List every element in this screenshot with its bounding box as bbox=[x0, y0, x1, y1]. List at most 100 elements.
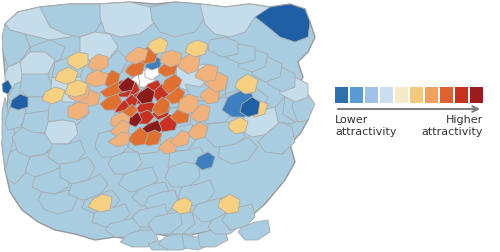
Polygon shape bbox=[148, 212, 182, 234]
Polygon shape bbox=[170, 131, 190, 147]
Polygon shape bbox=[50, 78, 88, 105]
Polygon shape bbox=[102, 71, 120, 88]
Polygon shape bbox=[200, 5, 270, 38]
Polygon shape bbox=[5, 63, 28, 93]
Bar bbox=[410, 88, 423, 104]
Polygon shape bbox=[148, 237, 178, 250]
Polygon shape bbox=[178, 94, 198, 115]
Polygon shape bbox=[208, 38, 238, 58]
Polygon shape bbox=[2, 25, 30, 68]
Polygon shape bbox=[175, 63, 215, 93]
Bar bbox=[365, 88, 378, 104]
Polygon shape bbox=[152, 103, 170, 120]
Polygon shape bbox=[178, 55, 200, 75]
Polygon shape bbox=[168, 147, 208, 174]
Polygon shape bbox=[238, 220, 270, 240]
Polygon shape bbox=[218, 137, 258, 164]
Polygon shape bbox=[252, 58, 282, 83]
Polygon shape bbox=[42, 88, 65, 105]
Polygon shape bbox=[185, 41, 208, 58]
Polygon shape bbox=[115, 101, 130, 115]
Polygon shape bbox=[125, 61, 145, 78]
Polygon shape bbox=[132, 182, 170, 206]
Polygon shape bbox=[158, 61, 178, 78]
Polygon shape bbox=[135, 101, 155, 115]
Polygon shape bbox=[108, 133, 130, 147]
Polygon shape bbox=[128, 128, 148, 146]
Text: Lower
attractivity: Lower attractivity bbox=[335, 115, 396, 136]
Polygon shape bbox=[283, 93, 308, 122]
Polygon shape bbox=[145, 197, 182, 222]
Polygon shape bbox=[25, 94, 60, 120]
Polygon shape bbox=[55, 68, 78, 85]
Polygon shape bbox=[150, 3, 205, 38]
Polygon shape bbox=[205, 73, 228, 93]
Polygon shape bbox=[68, 53, 88, 71]
Polygon shape bbox=[142, 81, 162, 98]
Polygon shape bbox=[125, 48, 148, 65]
Polygon shape bbox=[182, 234, 212, 250]
Polygon shape bbox=[115, 108, 155, 135]
Polygon shape bbox=[110, 120, 130, 137]
Polygon shape bbox=[152, 98, 170, 116]
Polygon shape bbox=[65, 81, 88, 98]
Polygon shape bbox=[178, 180, 215, 206]
Polygon shape bbox=[235, 75, 258, 94]
Polygon shape bbox=[198, 230, 228, 247]
Polygon shape bbox=[240, 98, 260, 117]
Polygon shape bbox=[165, 162, 200, 187]
Polygon shape bbox=[112, 81, 128, 94]
Polygon shape bbox=[160, 108, 192, 131]
Polygon shape bbox=[195, 65, 218, 83]
Polygon shape bbox=[68, 103, 88, 120]
Polygon shape bbox=[5, 147, 30, 184]
Polygon shape bbox=[95, 131, 128, 158]
Polygon shape bbox=[188, 122, 208, 140]
Polygon shape bbox=[20, 75, 52, 98]
Polygon shape bbox=[208, 212, 242, 234]
Polygon shape bbox=[170, 105, 190, 124]
Polygon shape bbox=[160, 51, 182, 68]
Polygon shape bbox=[145, 57, 162, 71]
Polygon shape bbox=[115, 85, 132, 98]
Polygon shape bbox=[125, 75, 140, 91]
Polygon shape bbox=[160, 124, 198, 152]
Polygon shape bbox=[135, 71, 155, 88]
Polygon shape bbox=[20, 53, 55, 78]
Bar bbox=[425, 88, 438, 104]
Polygon shape bbox=[5, 5, 90, 41]
Polygon shape bbox=[292, 91, 315, 122]
Polygon shape bbox=[205, 122, 245, 147]
Polygon shape bbox=[100, 3, 155, 38]
Polygon shape bbox=[120, 94, 138, 108]
Polygon shape bbox=[88, 194, 112, 212]
Polygon shape bbox=[105, 65, 142, 91]
Polygon shape bbox=[48, 98, 90, 128]
Polygon shape bbox=[8, 81, 30, 105]
Polygon shape bbox=[88, 55, 108, 73]
Polygon shape bbox=[100, 94, 122, 111]
Polygon shape bbox=[22, 111, 58, 135]
Text: Higher
attractivity: Higher attractivity bbox=[422, 115, 483, 136]
Polygon shape bbox=[222, 91, 255, 117]
Polygon shape bbox=[158, 234, 195, 250]
Polygon shape bbox=[100, 83, 122, 98]
Polygon shape bbox=[85, 71, 108, 88]
Polygon shape bbox=[148, 88, 180, 113]
Polygon shape bbox=[128, 128, 168, 154]
Polygon shape bbox=[222, 204, 255, 230]
Polygon shape bbox=[25, 147, 65, 177]
Polygon shape bbox=[32, 167, 72, 194]
Polygon shape bbox=[192, 98, 235, 124]
Polygon shape bbox=[120, 230, 158, 247]
Polygon shape bbox=[115, 88, 148, 113]
Polygon shape bbox=[132, 204, 168, 227]
Polygon shape bbox=[280, 78, 308, 103]
Polygon shape bbox=[238, 51, 268, 73]
Bar bbox=[470, 88, 483, 104]
Polygon shape bbox=[118, 167, 158, 192]
Polygon shape bbox=[185, 75, 228, 103]
Polygon shape bbox=[255, 5, 310, 43]
Polygon shape bbox=[12, 128, 55, 158]
Bar bbox=[335, 88, 348, 104]
